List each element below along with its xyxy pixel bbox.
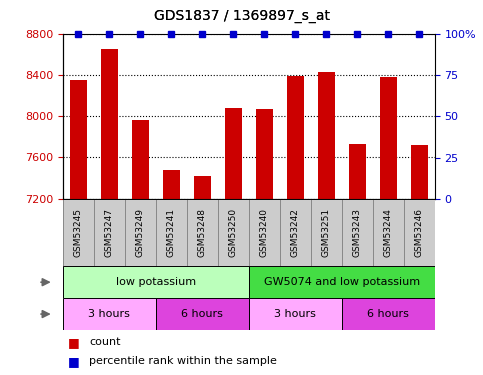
- Text: 3 hours: 3 hours: [274, 309, 316, 319]
- Bar: [70, 80, 87, 199]
- Text: GSM53251: GSM53251: [322, 208, 331, 257]
- Text: GSM53240: GSM53240: [260, 208, 269, 257]
- Bar: [132, 120, 149, 199]
- Bar: [156, 298, 249, 330]
- Bar: [311, 199, 342, 266]
- Text: ■: ■: [68, 354, 79, 368]
- Text: GDS1837 / 1369897_s_at: GDS1837 / 1369897_s_at: [154, 9, 329, 23]
- Bar: [63, 298, 156, 330]
- Bar: [380, 77, 397, 199]
- Text: GDS1837 / 1369897_s_at: GDS1837 / 1369897_s_at: [154, 9, 329, 23]
- Text: low potassium: low potassium: [116, 277, 196, 287]
- Text: GSM53245: GSM53245: [74, 208, 83, 257]
- Bar: [63, 266, 249, 298]
- Bar: [187, 199, 218, 266]
- Bar: [163, 170, 180, 199]
- Bar: [373, 199, 404, 266]
- Text: ■: ■: [68, 336, 79, 349]
- Bar: [63, 199, 94, 266]
- Bar: [342, 298, 435, 330]
- Bar: [411, 145, 428, 199]
- Bar: [125, 199, 156, 266]
- Text: percentile rank within the sample: percentile rank within the sample: [89, 356, 277, 366]
- Bar: [287, 76, 304, 199]
- Bar: [156, 199, 187, 266]
- Bar: [249, 266, 435, 298]
- Text: count: count: [89, 337, 121, 347]
- Text: GSM53246: GSM53246: [415, 208, 424, 257]
- Text: GSM53243: GSM53243: [353, 208, 362, 257]
- Bar: [349, 144, 366, 199]
- Bar: [342, 199, 373, 266]
- Text: GSM53247: GSM53247: [105, 208, 114, 257]
- Text: 3 hours: 3 hours: [88, 309, 130, 319]
- Bar: [249, 298, 342, 330]
- Text: GSM53250: GSM53250: [229, 208, 238, 257]
- Text: GSM53248: GSM53248: [198, 208, 207, 257]
- Text: GSM53241: GSM53241: [167, 208, 176, 257]
- Bar: [256, 109, 273, 199]
- Bar: [194, 176, 211, 199]
- Bar: [101, 49, 118, 199]
- Text: GSM53249: GSM53249: [136, 208, 145, 257]
- Text: 6 hours: 6 hours: [367, 309, 409, 319]
- Text: 6 hours: 6 hours: [181, 309, 223, 319]
- Bar: [280, 199, 311, 266]
- Text: GSM53242: GSM53242: [291, 208, 300, 257]
- Bar: [249, 199, 280, 266]
- Bar: [225, 108, 242, 199]
- Text: GSM53244: GSM53244: [384, 208, 393, 257]
- Bar: [218, 199, 249, 266]
- Bar: [404, 199, 435, 266]
- Bar: [318, 72, 335, 199]
- Text: GW5074 and low potassium: GW5074 and low potassium: [264, 277, 420, 287]
- Bar: [94, 199, 125, 266]
